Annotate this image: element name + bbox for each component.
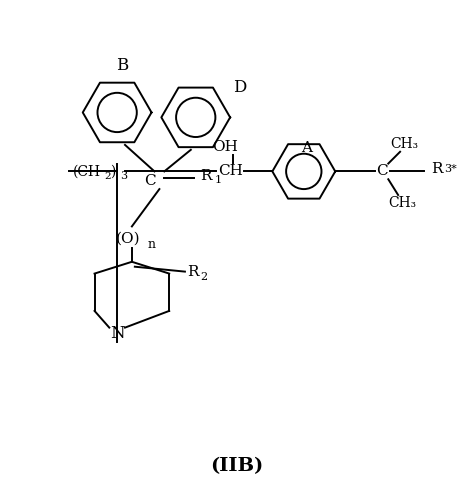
Text: CH: CH <box>218 164 243 178</box>
Text: 3: 3 <box>120 172 127 181</box>
Text: R: R <box>187 264 199 278</box>
Text: 1: 1 <box>214 175 221 185</box>
Text: CH₃: CH₃ <box>388 196 416 210</box>
Text: N: N <box>110 325 125 342</box>
Text: A: A <box>301 141 312 155</box>
Text: CH₃: CH₃ <box>390 137 418 151</box>
Text: (O): (O) <box>116 231 141 245</box>
Text: (IIB): (IIB) <box>210 457 264 475</box>
Text: (CH: (CH <box>73 164 101 178</box>
Text: 2: 2 <box>201 272 208 281</box>
Text: R: R <box>431 162 443 176</box>
Text: 2: 2 <box>104 172 111 181</box>
Text: B: B <box>116 57 128 74</box>
Text: D: D <box>233 80 246 96</box>
Text: C: C <box>144 174 155 188</box>
Text: OH: OH <box>212 140 238 154</box>
Text: n: n <box>147 238 155 250</box>
Text: ): ) <box>110 164 116 178</box>
Text: R: R <box>201 170 212 183</box>
Text: C: C <box>376 164 388 178</box>
Text: 3*: 3* <box>444 164 457 174</box>
